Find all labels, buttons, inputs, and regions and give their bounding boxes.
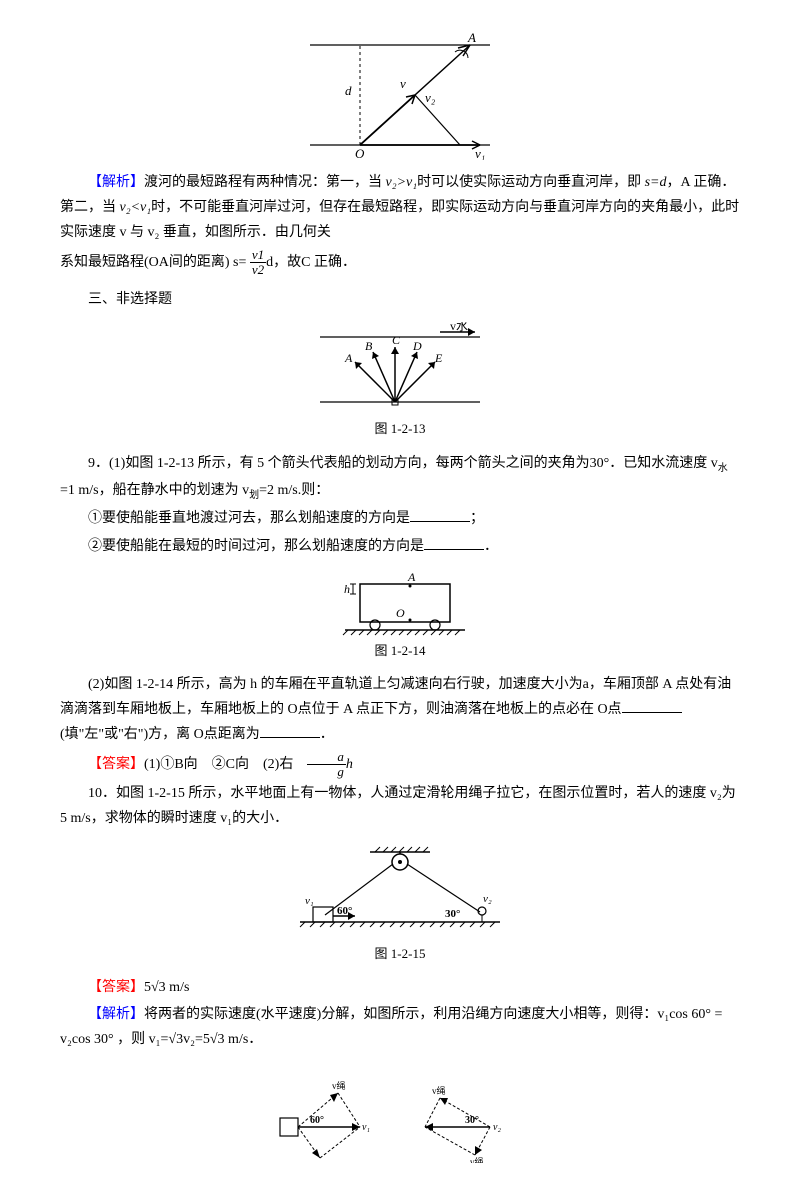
analysis-1: 【解析】渡河的最短路程有两种情况：第一，当 v₂>v₁时可以使实际运动方向垂直河… — [60, 170, 740, 246]
river-diagram-svg: A d v v₂ v₁ O — [300, 30, 500, 160]
svg-text:v水: v水 — [450, 322, 468, 333]
analysis-tag: 【解析】 — [88, 175, 144, 190]
svg-text:v₂: v₂ — [425, 90, 436, 105]
svg-text:C: C — [392, 333, 401, 347]
svg-text:30°: 30° — [445, 908, 460, 920]
answer-tag-10: 【答案】 — [88, 980, 144, 995]
fig4-caption: 图 1-2-15 — [60, 942, 740, 965]
analysis-1-line2: 系知最短路程(OA间的距离) s= v1v2d，故C 正确． — [60, 248, 740, 278]
analysis-10: 【解析】将两者的实际速度(水平速度)分解，如图所示，利用沿绳方向速度大小相等，则… — [60, 1002, 740, 1052]
blank-3[interactable] — [622, 697, 682, 713]
svg-text:O: O — [396, 606, 405, 620]
section-3-title: 三、非选择题 — [60, 287, 740, 312]
svg-text:B: B — [365, 339, 373, 353]
answer-10: 【答案】5√3 m/s — [60, 975, 740, 1000]
svg-text:v₁: v₁ — [475, 146, 485, 160]
svg-text:A: A — [407, 570, 416, 584]
svg-text:v₁: v₁ — [305, 895, 314, 907]
svg-text:D: D — [412, 339, 422, 353]
figure-carriage: h A O 图 1-2-14 — [60, 569, 740, 662]
question-9-p2: (2)如图 1-2-14 所示，高为 h 的车厢在平直轨道上匀减速向右行驶，加速… — [60, 672, 740, 748]
blank-4[interactable] — [260, 722, 320, 738]
analysis-tag-10: 【解析】 — [88, 1007, 144, 1022]
svg-text:A: A — [467, 30, 476, 45]
svg-text:v绳: v绳 — [470, 1156, 484, 1163]
question-9-p1: 9．(1)如图 1-2-13 所示，有 5 个箭头代表船的划动方向，每两个箭头之… — [60, 451, 740, 505]
figure-boat-directions: v水 A B C D E 图 1-2-13 — [60, 322, 740, 440]
question-10: 10．如图 1-2-15 所示，水平地面上有一物体，人通过定滑轮用绳子拉它，在图… — [60, 781, 740, 831]
svg-text:v₂: v₂ — [483, 893, 492, 905]
svg-text:A: A — [344, 351, 353, 365]
question-9-sub2: ②要使船能在最短的时间过河，那么划船速度的方向是． — [60, 534, 740, 559]
svg-text:h: h — [344, 582, 350, 596]
decomp-svg: 60° v绳 v₁ 30° v绳 v₂ v绳 — [250, 1063, 550, 1163]
svg-text:v₁: v₁ — [362, 1122, 370, 1133]
answer-tag: 【答案】 — [88, 757, 144, 772]
figure-velocity-decomp: 60° v绳 v₁ 30° v绳 v₂ v绳 — [60, 1063, 740, 1163]
fig3-caption: 图 1-2-14 — [60, 639, 740, 662]
carriage-svg: h A O — [320, 569, 480, 639]
svg-text:v₂: v₂ — [493, 1122, 501, 1133]
question-9-sub1: ①要使船能垂直地渡过河去，那么划船速度的方向是； — [60, 506, 740, 531]
svg-text:d: d — [345, 83, 352, 98]
blank-1[interactable] — [410, 506, 470, 522]
figure-river-crossing: A d v v₂ v₁ O — [60, 30, 740, 160]
pulley-svg: v₁ 60° 30° v₂ — [285, 842, 515, 942]
svg-text:30°: 30° — [465, 1115, 479, 1126]
answer-9: 【答案】(1)①B向 ②C向 (2)右 agh — [60, 750, 740, 780]
fig2-caption: 图 1-2-13 — [60, 417, 740, 440]
svg-text:v绳: v绳 — [432, 1085, 446, 1096]
boat-svg: v水 A B C D E — [310, 322, 490, 417]
figure-pulley: v₁ 60° 30° v₂ 图 1-2-15 — [60, 842, 740, 965]
svg-text:v: v — [400, 76, 406, 91]
fraction-a-g: ag — [307, 750, 346, 780]
svg-text:60°: 60° — [337, 905, 352, 917]
svg-text:O: O — [355, 146, 365, 160]
blank-2[interactable] — [424, 534, 484, 550]
fraction-v1-v2: v1v2 — [250, 248, 266, 278]
svg-text:60°: 60° — [310, 1115, 324, 1126]
svg-text:v绳: v绳 — [332, 1080, 346, 1091]
svg-text:E: E — [434, 351, 443, 365]
